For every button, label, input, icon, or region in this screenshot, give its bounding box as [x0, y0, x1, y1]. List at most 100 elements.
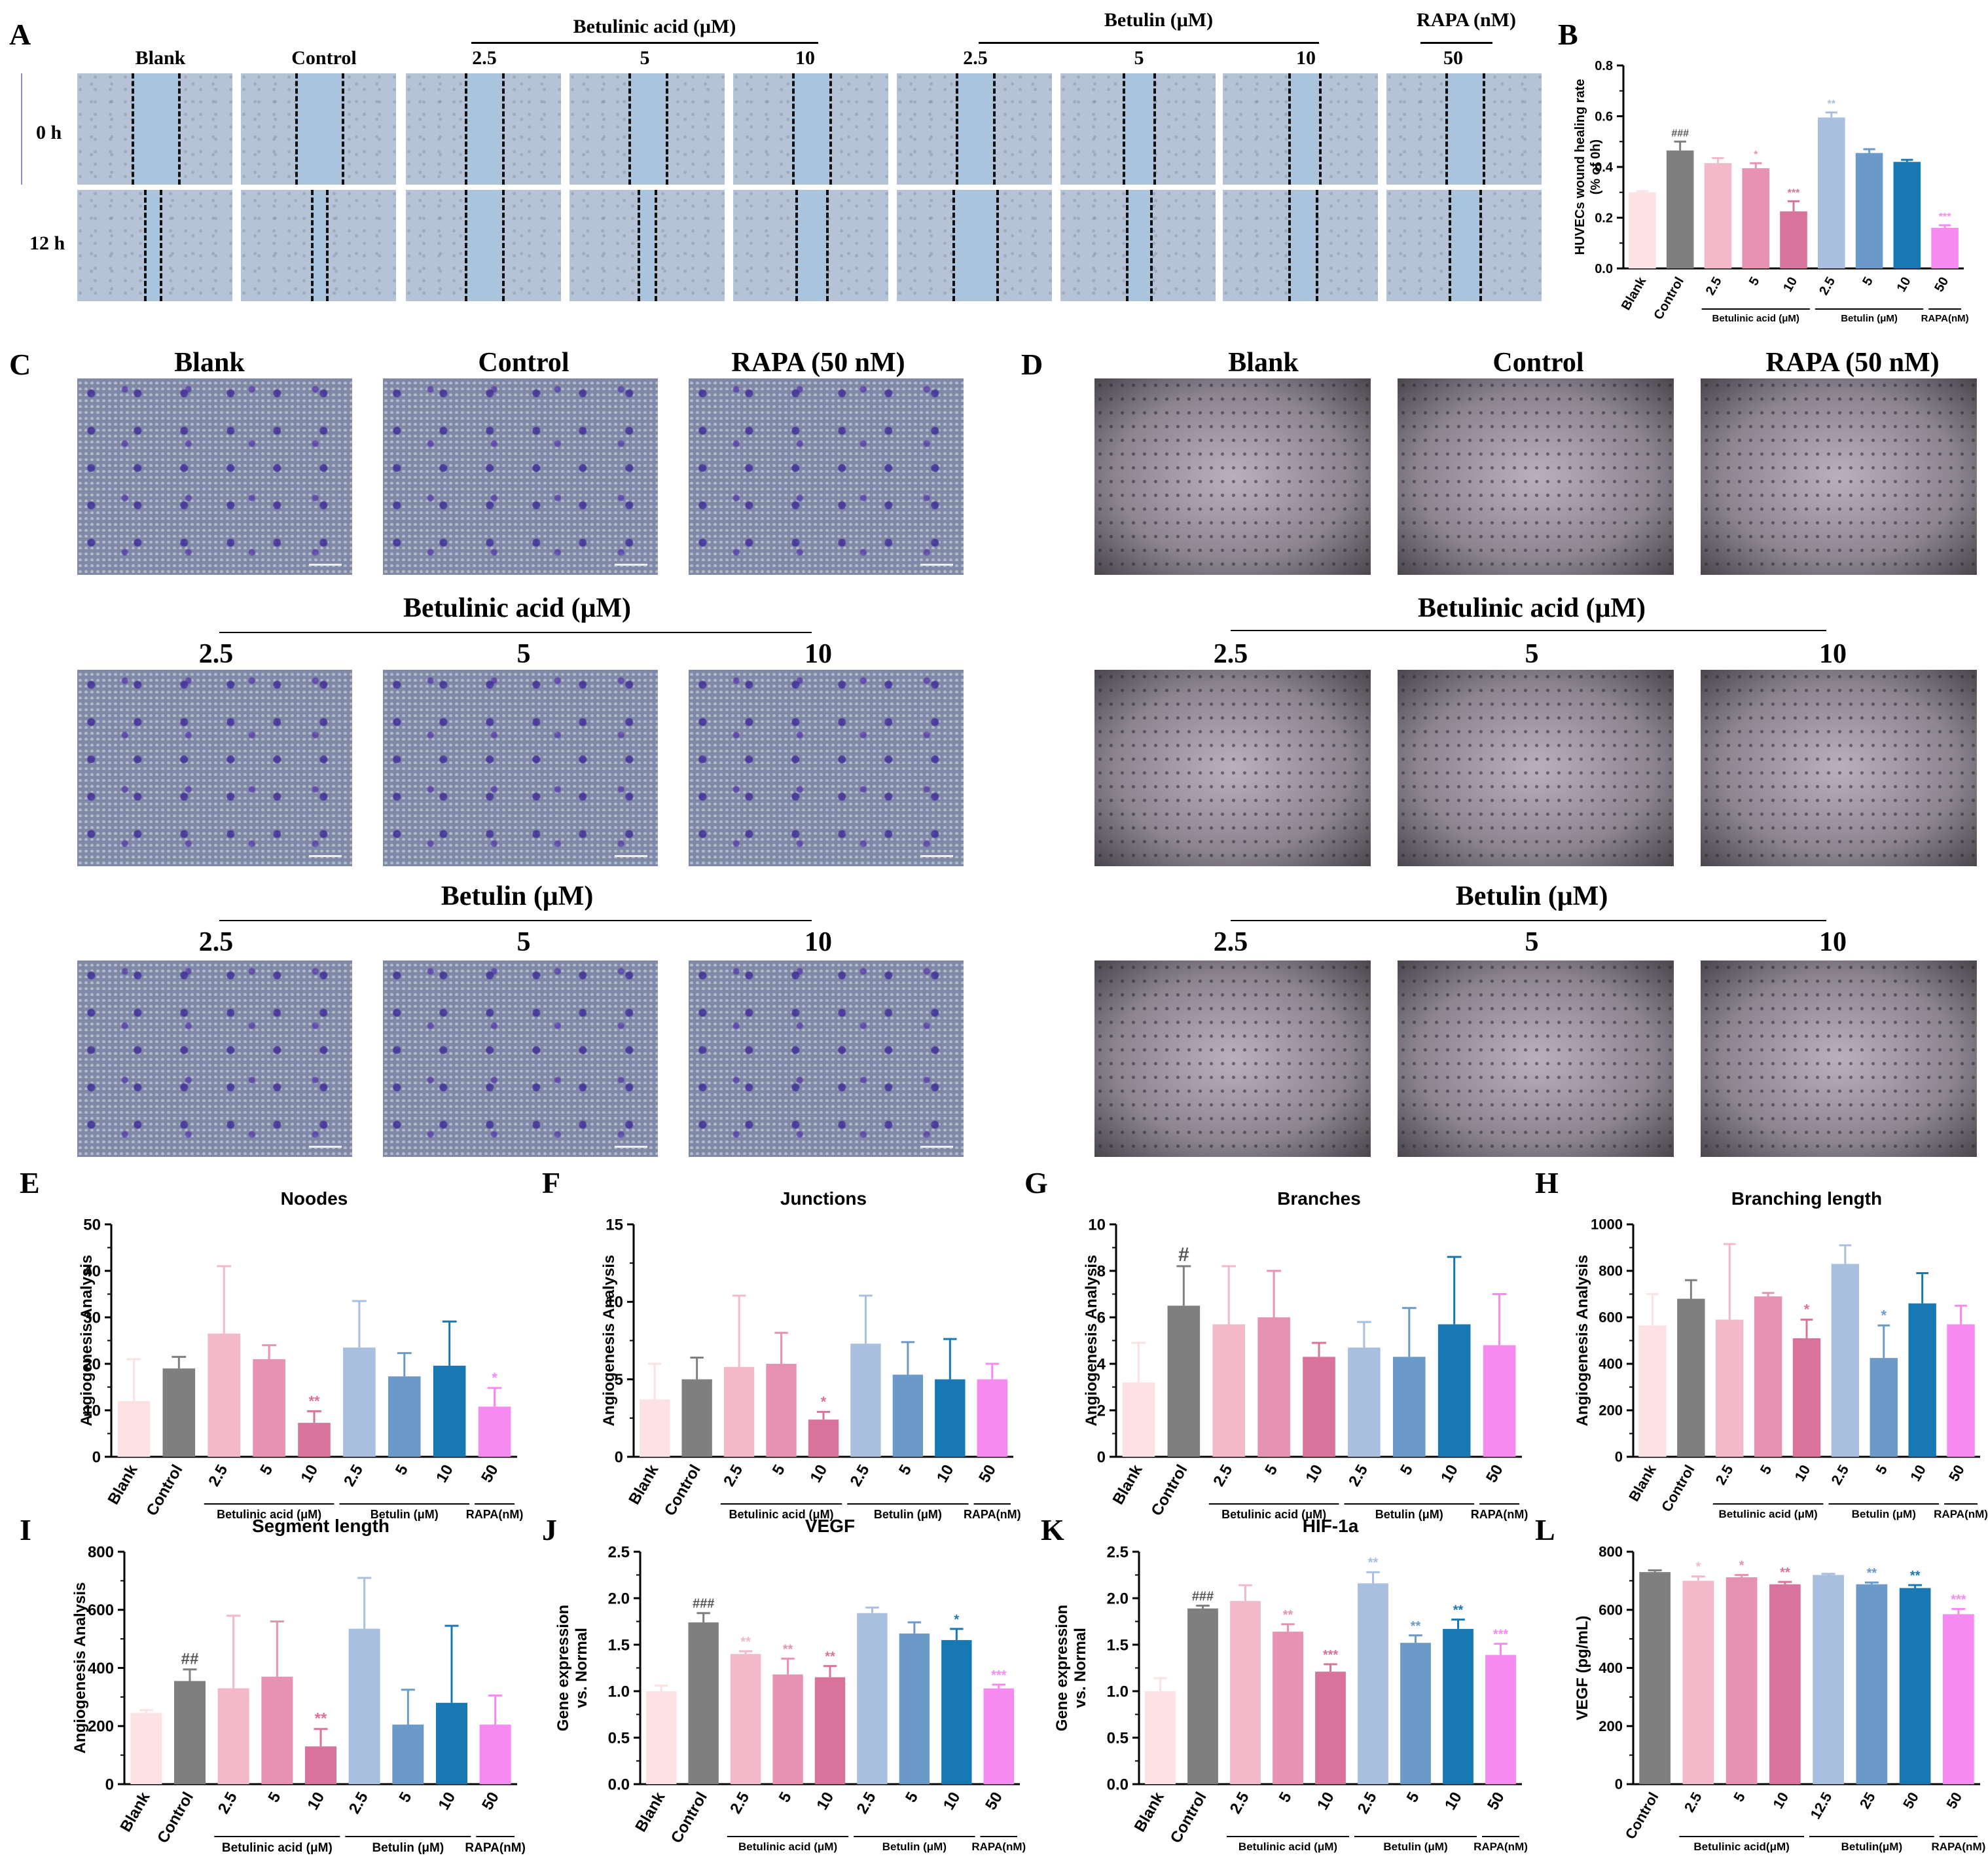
y-tick-label: 2.0	[1107, 1590, 1129, 1607]
wound-image-r1-c3	[569, 190, 725, 301]
wound-gap	[1288, 190, 1316, 301]
x-tick-label: Blank	[1131, 1789, 1168, 1835]
significance-label: *	[821, 1393, 827, 1410]
d-label-control: Control	[1492, 348, 1584, 378]
significance-label: ***	[1323, 1648, 1339, 1662]
bar	[1899, 1588, 1931, 1784]
x-tick-label: 10	[1780, 275, 1800, 295]
y-tick-label: 400	[88, 1660, 114, 1677]
y-tick-label: 10	[83, 1402, 101, 1419]
significance-label: **	[1780, 1565, 1790, 1580]
c-group2-label: Betulin (μM)	[441, 881, 594, 911]
bar	[305, 1746, 336, 1784]
bar	[436, 1702, 467, 1784]
wound-edge-line	[956, 73, 959, 185]
bar	[941, 1639, 972, 1784]
wound-gap	[795, 190, 827, 301]
x-tick-label: 2.5	[727, 1789, 753, 1817]
group-label: Betulinic acid (μM)	[1238, 1840, 1337, 1853]
bar	[814, 1677, 846, 1784]
y-axis-label: vs. Normal	[1072, 1628, 1089, 1708]
wound-edge-line	[501, 73, 505, 185]
y-tick-label: 10	[605, 1294, 623, 1311]
wound-edge-line	[1288, 190, 1291, 301]
col-label-ba-5: 5	[640, 47, 650, 69]
bar	[1485, 1655, 1516, 1784]
wound-gap	[638, 190, 655, 301]
y-tick-label: 0.0	[1107, 1776, 1129, 1793]
x-tick-label: 5	[1261, 1462, 1281, 1478]
wound-image-r1-c1	[241, 190, 396, 301]
bar	[1817, 117, 1845, 268]
bar	[208, 1333, 241, 1457]
wound-gap	[792, 73, 829, 185]
wound-gap	[952, 190, 996, 301]
transwell-image-r2-c2	[689, 960, 964, 1157]
bar	[1167, 1306, 1201, 1457]
c-row2-label-3: 10	[804, 639, 832, 669]
significance-label: *	[492, 1370, 497, 1386]
x-tick-label: 10	[940, 1789, 964, 1814]
d-row3-label-3: 10	[1819, 927, 1847, 957]
panel-letter-f: F	[542, 1166, 561, 1199]
x-tick-label: 5	[264, 1789, 284, 1806]
bar	[1870, 1358, 1898, 1457]
bar	[1943, 1614, 1974, 1784]
bar	[1780, 211, 1807, 268]
x-tick-label: 5	[1757, 1462, 1775, 1477]
tube-image-r0-c1	[1398, 378, 1674, 575]
x-tick-label: 5	[769, 1462, 789, 1478]
group-label: Betulin (μM)	[1852, 1508, 1916, 1520]
y-axis-label: Angiogenesis Analysis	[1083, 1255, 1100, 1427]
wound-edge-line	[465, 73, 468, 185]
y-tick-label: 0.0	[608, 1776, 630, 1793]
transwell-image-r2-c1	[383, 960, 658, 1157]
y-tick-label: 200	[1599, 1718, 1623, 1734]
y-tick-label: 4	[1097, 1355, 1106, 1373]
wound-edge-line	[1125, 190, 1129, 301]
wound-edge-line	[1318, 73, 1322, 185]
x-tick-label: Control	[668, 1789, 711, 1846]
bar	[1358, 1583, 1388, 1784]
wound-image-r0-c0	[77, 73, 232, 185]
wound-gap	[143, 190, 160, 301]
y-tick-label: 0	[92, 1448, 101, 1466]
d-group1-label: Betulinic acid (μM)	[1417, 593, 1646, 623]
significance-label: *	[1804, 1302, 1810, 1318]
x-tick-label: 10	[813, 1789, 837, 1814]
group-label: Betulinic acid (μM)	[1719, 1508, 1818, 1520]
group-label: RAPA(nM)	[1473, 1840, 1528, 1853]
significance-label: ***	[1493, 1628, 1509, 1642]
wound-image-r0-c6	[1060, 73, 1216, 185]
bar	[1947, 1324, 1975, 1457]
x-tick-label: 2.5	[720, 1462, 746, 1490]
wound-image-r1-c5	[897, 190, 1052, 301]
bar	[1769, 1584, 1801, 1784]
group-label: Betulinic acid (μM)	[222, 1841, 333, 1855]
y-axis-label: Angiogenesis Analysis	[1574, 1255, 1591, 1427]
scale-bar	[309, 855, 342, 857]
panel-letter-k: K	[1041, 1513, 1064, 1546]
chart-i-segment-length: Segment length Angiogenesis Analysis 0 200 4…	[71, 1516, 526, 1855]
c-label-blank: Blank	[174, 348, 245, 378]
col-label-ba-2-5: 2.5	[472, 47, 497, 69]
panel-letter-e: E	[20, 1166, 40, 1199]
x-tick-label: 50	[478, 1462, 502, 1486]
group-label: Betulin (μM)	[1375, 1508, 1443, 1521]
wound-edge-line	[131, 73, 134, 185]
bar	[1145, 1691, 1176, 1784]
wound-edge-line	[665, 73, 668, 185]
significance-label: *	[1754, 149, 1758, 160]
wound-edge-line	[952, 190, 956, 301]
y-tick-label: 1.0	[608, 1683, 630, 1700]
y-tick-label: 0	[105, 1776, 114, 1793]
x-tick-label: 5	[1872, 1462, 1890, 1477]
wound-edge-line	[310, 190, 314, 301]
bar	[162, 1368, 196, 1457]
wound-edge-line	[326, 190, 329, 301]
wound-gap	[465, 190, 502, 301]
x-tick-label: 2.5	[1354, 1789, 1381, 1817]
y-axis-label: Angiogenesis Analysis	[78, 1255, 96, 1427]
bar	[899, 1633, 930, 1784]
group-label: Betulin (μM)	[882, 1840, 947, 1853]
